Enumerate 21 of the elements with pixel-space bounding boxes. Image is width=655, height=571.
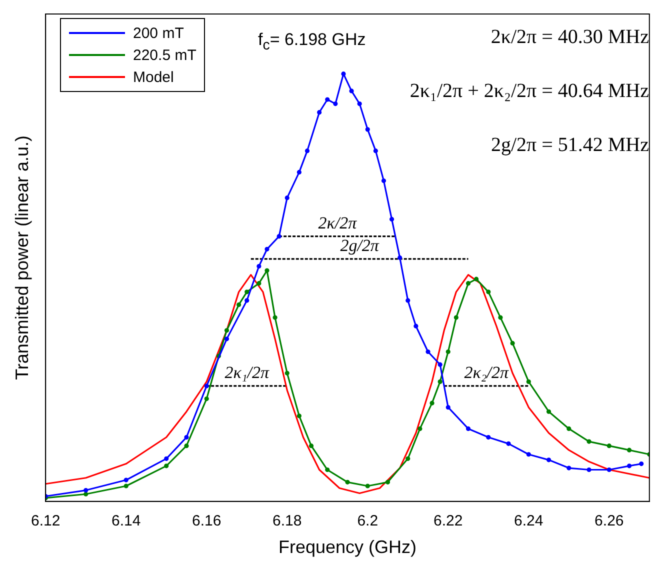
x-tick-label: 6.16	[192, 512, 222, 530]
legend-label: Model	[133, 68, 174, 86]
annotation: 2κ/2π	[318, 213, 358, 232]
legend-label: 200 mT	[133, 24, 184, 42]
legend-label: 220.5 mT	[133, 46, 196, 64]
annotation: 2g/2π	[340, 236, 380, 255]
x-tick-label: 6.24	[514, 512, 544, 530]
x-tick-label: 6.12	[31, 512, 60, 530]
annotation: 2κ₁/2π	[224, 362, 270, 382]
annotation: 2κ₁/2π + 2κ₂/2π = 40.64 MHz	[410, 80, 649, 103]
y-axis-title: Transmitted power (linear a.u.)	[12, 135, 32, 380]
text: 2κ/2π = 40.30 MHz	[490, 26, 649, 49]
x-axis-title: Frequency (GHz)	[278, 537, 417, 558]
annotation: 2g/2π = 51.42 MHz	[490, 134, 649, 157]
x-tick-label: 6.22	[434, 512, 463, 530]
x-tick-label: 6.26	[594, 512, 624, 530]
x-tick-label: 6.14	[112, 512, 141, 530]
annotation: 2κ₂/2π	[464, 362, 510, 382]
x-tick-label: 6.2	[357, 512, 378, 530]
text: f$_{c}$= 6.198 GHz	[258, 30, 366, 54]
x-tick-label: 6.18	[272, 512, 302, 530]
